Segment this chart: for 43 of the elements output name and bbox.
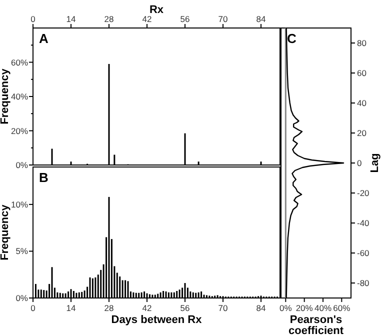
y2-tick-label: -60 (357, 248, 370, 258)
x-tick-label: 42 (142, 303, 152, 313)
y-tick-label: 5% (16, 246, 28, 256)
x-tick-label: 84 (256, 303, 266, 313)
x-tick-label: 20% (296, 303, 314, 313)
y-tick-label: 20% (10, 126, 28, 136)
x2-tick-label: 28 (104, 14, 114, 24)
chart-title: C (287, 31, 297, 46)
x-tick-label: 14 (66, 303, 76, 313)
y-tick-label: 60% (10, 57, 28, 68)
y2-axis-title: Lag (369, 153, 381, 173)
y2-tick-label: -20 (357, 188, 370, 198)
y-tick-label: 40% (10, 92, 28, 102)
x-tick-label: 0 (30, 303, 36, 313)
x2-tick-label: 0 (30, 14, 36, 24)
y2-tick-label: 0 (357, 158, 362, 168)
y-tick-label: 0% (16, 293, 28, 303)
y-tick-label: 0% (16, 160, 28, 170)
x-tick-label: 40% (314, 303, 332, 313)
x2-tick-label: 84 (256, 14, 266, 24)
y-axis-title: Frequency (0, 68, 11, 124)
y2-tick-label: 20 (357, 128, 367, 138)
x-tick-label: 28 (104, 303, 114, 313)
y2-tick-label: -40 (357, 218, 370, 228)
chart-title: B (39, 170, 48, 185)
x2-tick-label: 42 (142, 14, 152, 24)
y2-tick-label: 80 (357, 38, 367, 48)
x-tick-label: 60% (333, 303, 351, 313)
x-tick-label: 70 (218, 303, 228, 313)
x-tick-label: 0% (280, 303, 292, 313)
x-axis-title: Days between Rx (111, 314, 203, 326)
x-axis-title: Pearson's coefficient (288, 314, 344, 336)
y-tick-label: 10% (10, 199, 28, 210)
x2-tick-label: 70 (218, 14, 228, 24)
x2-tick-label: 56 (180, 14, 190, 24)
y-axis-title: Frequency (0, 204, 11, 260)
x-tick-label: 56 (180, 303, 190, 313)
y2-tick-label: -80 (357, 278, 370, 288)
y2-tick-label: 60 (357, 68, 367, 78)
y2-tick-label: 40 (357, 98, 367, 108)
chart-title: A (39, 31, 49, 46)
x2-tick-label: 14 (66, 14, 76, 24)
x2-axis-title: Rx (149, 4, 164, 16)
